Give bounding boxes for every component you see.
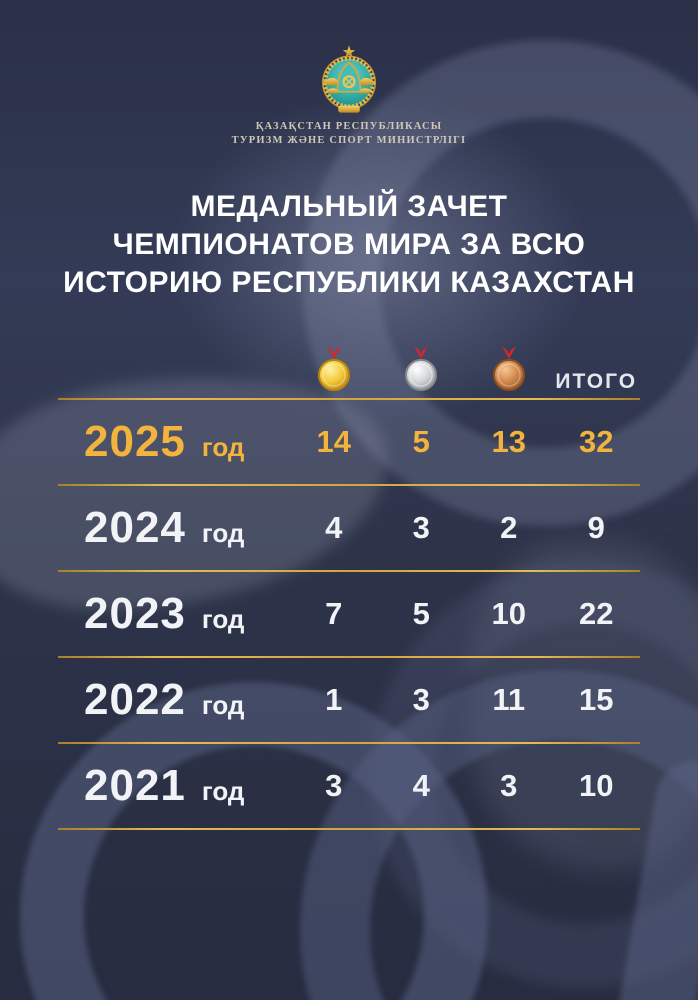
divider	[58, 656, 640, 658]
ministry-caption-line1: ҚАЗАҚСТАН РЕСПУБЛИКАСЫ	[255, 121, 443, 132]
bronze-count: 13	[491, 424, 526, 459]
gold-count: 7	[325, 596, 343, 631]
total-count: 32	[579, 424, 614, 459]
kazakhstan-emblem-icon	[322, 45, 376, 113]
total-column-label: ИТОГО	[555, 370, 638, 393]
bronze-count: 3	[500, 768, 518, 803]
total-count: 10	[579, 768, 614, 803]
table-row-2023: 2023 год 7 5 10 22	[58, 572, 640, 656]
year-value: 2022	[84, 675, 186, 724]
silver-count: 3	[412, 510, 430, 545]
year-suffix: год	[201, 776, 245, 806]
gold-count: 3	[325, 768, 343, 803]
year-suffix: год	[201, 690, 245, 720]
gold-count: 4	[325, 510, 343, 545]
year-value: 2023	[84, 589, 186, 638]
total-count: 15	[579, 682, 614, 717]
year-suffix: год	[201, 518, 245, 548]
year-value: 2021	[84, 761, 186, 810]
year-suffix: год	[201, 604, 245, 634]
year-value: 2024	[84, 503, 186, 552]
gold-count: 1	[325, 682, 343, 717]
table-row-2022: 2022 год 1 3 11 15	[58, 658, 640, 742]
total-count: 9	[587, 510, 605, 545]
silver-count: 5	[412, 424, 430, 459]
silver-medal-icon	[378, 330, 466, 402]
header	[0, 44, 698, 118]
table-header-row: ИТОГО	[58, 334, 640, 398]
bronze-count: 2	[500, 510, 518, 545]
page-title-line1: МЕДАЛЬНЫЙ ЗАЧЕТ	[190, 190, 508, 223]
ministry-caption-line2: ТУРИЗМ ЖӘНЕ СПОРТ МИНИСТРЛІГІ	[231, 135, 467, 146]
year-suffix: год	[201, 432, 245, 462]
divider	[58, 398, 640, 400]
bronze-medal-icon	[465, 330, 553, 402]
medal-table: ИТОГО 2025 год 14 5 13 32 2024 год 4 3 2…	[58, 334, 640, 830]
total-count: 22	[579, 596, 614, 631]
page-title: МЕДАЛЬНЫЙ ЗАЧЕТ ЧЕМПИОНАТОВ МИРА ЗА ВСЮ …	[30, 188, 668, 302]
gold-count: 14	[316, 424, 351, 459]
divider	[58, 570, 640, 572]
year-column-header	[58, 330, 290, 402]
ministry-caption: ҚАЗАҚСТАН РЕСПУБЛИКАСЫ ТУРИЗМ ЖӘНЕ СПОРТ…	[0, 120, 698, 148]
page-title-line2: ЧЕМПИОНАТОВ МИРА ЗА ВСЮ	[112, 228, 586, 261]
bronze-count: 10	[491, 596, 526, 631]
divider	[58, 828, 640, 830]
gold-medal-icon	[290, 330, 378, 402]
table-row-2021: 2021 год 3 4 3 10	[58, 744, 640, 828]
divider	[58, 484, 640, 486]
table-row-2024: 2024 год 4 3 2 9	[58, 486, 640, 570]
silver-count: 3	[412, 682, 430, 717]
year-value: 2025	[84, 417, 186, 466]
silver-count: 5	[412, 596, 430, 631]
page-title-line3: ИСТОРИЮ РЕСПУБЛИКИ КАЗАХСТАН	[63, 266, 635, 299]
divider	[58, 742, 640, 744]
bronze-count: 11	[492, 682, 526, 717]
table-row-2025: 2025 год 14 5 13 32	[58, 400, 640, 484]
silver-count: 4	[412, 768, 430, 803]
